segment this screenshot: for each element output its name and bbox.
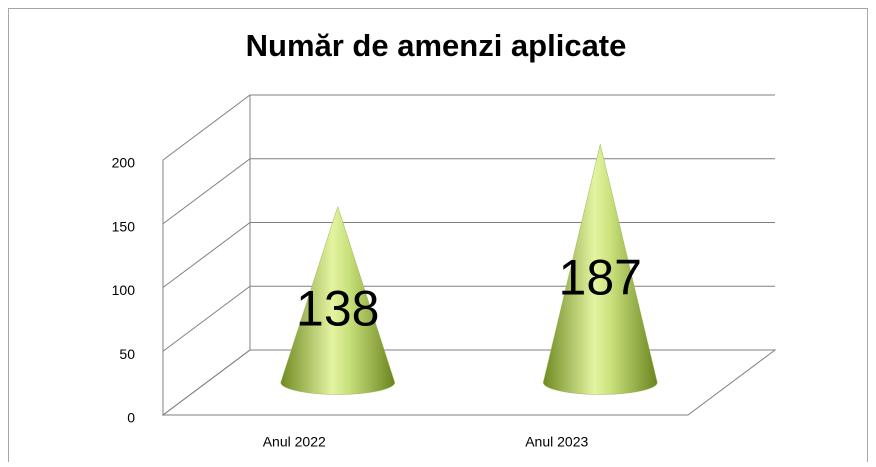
y-tick-label: 100	[112, 282, 136, 298]
y-tick-label: 50	[119, 346, 135, 362]
x-tick-label: Anul 2023	[525, 434, 588, 450]
y-tick-label: 150	[112, 218, 136, 234]
cone	[280, 205, 396, 395]
chart-title: Număr de amenzi aplicate	[246, 28, 627, 63]
y-tick-label: 0	[127, 410, 135, 426]
data-label: 187	[559, 249, 642, 305]
data-label: 138	[296, 281, 379, 337]
y-tick-label: 200	[112, 155, 136, 171]
chart-border	[8, 8, 868, 467]
grid-line	[162, 94, 775, 161]
x-tick-label: Anul 2022	[263, 434, 326, 450]
cone	[542, 144, 658, 395]
